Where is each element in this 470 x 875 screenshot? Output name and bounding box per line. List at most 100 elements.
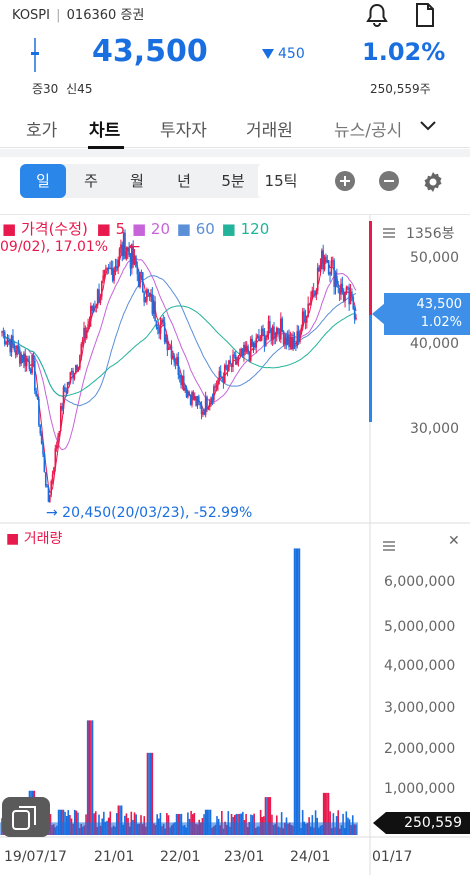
floating-window-button[interactable] <box>2 797 50 837</box>
candle-body <box>14 350 17 355</box>
candle-body <box>80 344 83 356</box>
candle-body <box>182 375 185 391</box>
y-tick-40000: 40,000 <box>410 336 459 352</box>
candle-body <box>113 269 115 281</box>
candle-body <box>166 336 169 351</box>
ma20-square-icon: ■ <box>131 220 147 238</box>
candle-body <box>290 337 293 349</box>
period-year[interactable]: 년 <box>177 172 191 190</box>
high-annotation-text: 09/02), 17.01% <box>0 239 109 255</box>
candle-body <box>141 272 144 293</box>
candle-body <box>331 260 334 262</box>
candle-body <box>221 377 223 379</box>
candle-body <box>233 354 236 356</box>
candle-body <box>218 371 221 381</box>
candle-body <box>43 454 46 473</box>
candle-body <box>29 369 32 373</box>
candle-body <box>117 259 119 268</box>
chevron-down-icon[interactable] <box>418 118 438 138</box>
candle-body <box>25 358 28 367</box>
market-info: KOSPI | 016360 증권 <box>12 4 144 23</box>
candle-body <box>106 267 109 269</box>
candle-body <box>68 382 70 384</box>
candle-body <box>353 309 356 320</box>
document-icon[interactable] <box>412 2 438 28</box>
volume-bar <box>146 752 149 835</box>
candle-body <box>219 371 222 378</box>
ma120-square-icon: ■ <box>221 220 236 238</box>
vol-tick-6m: 6,000,000 <box>384 574 456 590</box>
bell-icon[interactable] <box>364 2 390 28</box>
candle-body <box>187 391 189 398</box>
zoom-in-icon[interactable] <box>334 170 356 192</box>
candle-body <box>300 327 303 334</box>
candle-body <box>61 406 63 410</box>
candle-body <box>122 232 125 256</box>
candle-body <box>206 396 208 410</box>
current-price-badge: 43,500 1.02% <box>384 293 470 335</box>
candle-body <box>277 327 279 333</box>
candle-body <box>262 328 264 331</box>
period-5min[interactable]: 5분 <box>221 172 245 190</box>
volume-bar <box>117 805 120 835</box>
price-change: 450 <box>262 46 305 62</box>
menu-icon[interactable] <box>382 224 396 238</box>
candle-body <box>315 290 318 296</box>
tab-broker[interactable]: 거래원 <box>246 121 293 141</box>
volume-bar <box>326 792 328 835</box>
period-week[interactable]: 주 <box>84 172 98 190</box>
candle-body <box>162 319 165 323</box>
current-price: 43,500 <box>92 34 208 69</box>
legend-ma120: 120 <box>240 220 270 238</box>
zoom-out-icon[interactable] <box>378 170 400 192</box>
volume-legend: ■ 거래량 <box>6 528 62 548</box>
candle-body <box>326 260 329 262</box>
candle-body <box>249 338 252 361</box>
candle-body <box>285 337 288 345</box>
period-day[interactable]: 일 <box>20 164 66 198</box>
period-month[interactable]: 월 <box>130 172 144 190</box>
candle-body <box>345 287 348 293</box>
stock-name: 증권 <box>120 8 145 23</box>
candle-body <box>349 291 352 305</box>
candle-body <box>155 321 158 328</box>
candle-body <box>47 487 50 502</box>
tab-chart[interactable]: 차트 <box>89 121 121 141</box>
candle-body <box>319 264 322 272</box>
candle-body <box>54 448 57 468</box>
candle-body <box>204 396 207 415</box>
candle-body <box>170 345 173 359</box>
tab-news[interactable]: 뉴스/공시 <box>334 121 403 141</box>
close-icon[interactable]: ✕ <box>448 533 460 549</box>
tab-orderbook[interactable]: 호가 <box>26 121 58 141</box>
candle-body <box>137 274 140 288</box>
candle-body <box>188 391 191 396</box>
candle-body <box>181 375 184 386</box>
vol-tick-1m: 1,000,000 <box>384 781 456 797</box>
candle-body <box>50 481 53 495</box>
candle-body <box>254 343 256 348</box>
chart-area[interactable] <box>0 214 470 875</box>
legend-ma20: 20 <box>150 220 171 238</box>
volume-menu-icon[interactable] <box>382 537 396 551</box>
candle-body <box>286 335 289 345</box>
period-15tick[interactable]: 15틱 <box>258 164 304 198</box>
candle-body <box>32 354 35 361</box>
candle-body <box>10 335 13 353</box>
candle-body <box>260 328 263 341</box>
candle-body <box>59 406 62 431</box>
tab-investor[interactable]: 투자자 <box>160 121 207 141</box>
candle-body <box>90 305 92 321</box>
candle-body <box>211 397 214 401</box>
candle-body <box>280 318 282 340</box>
gear-icon[interactable] <box>421 170 443 192</box>
mini-candle-icon <box>28 38 42 72</box>
candle-body <box>348 287 350 305</box>
candle-body <box>303 311 305 315</box>
candle-body <box>151 294 154 314</box>
candle-body <box>222 378 225 384</box>
candle-body <box>12 335 14 345</box>
candle-body <box>282 331 285 345</box>
copy-window-icon <box>12 806 36 830</box>
